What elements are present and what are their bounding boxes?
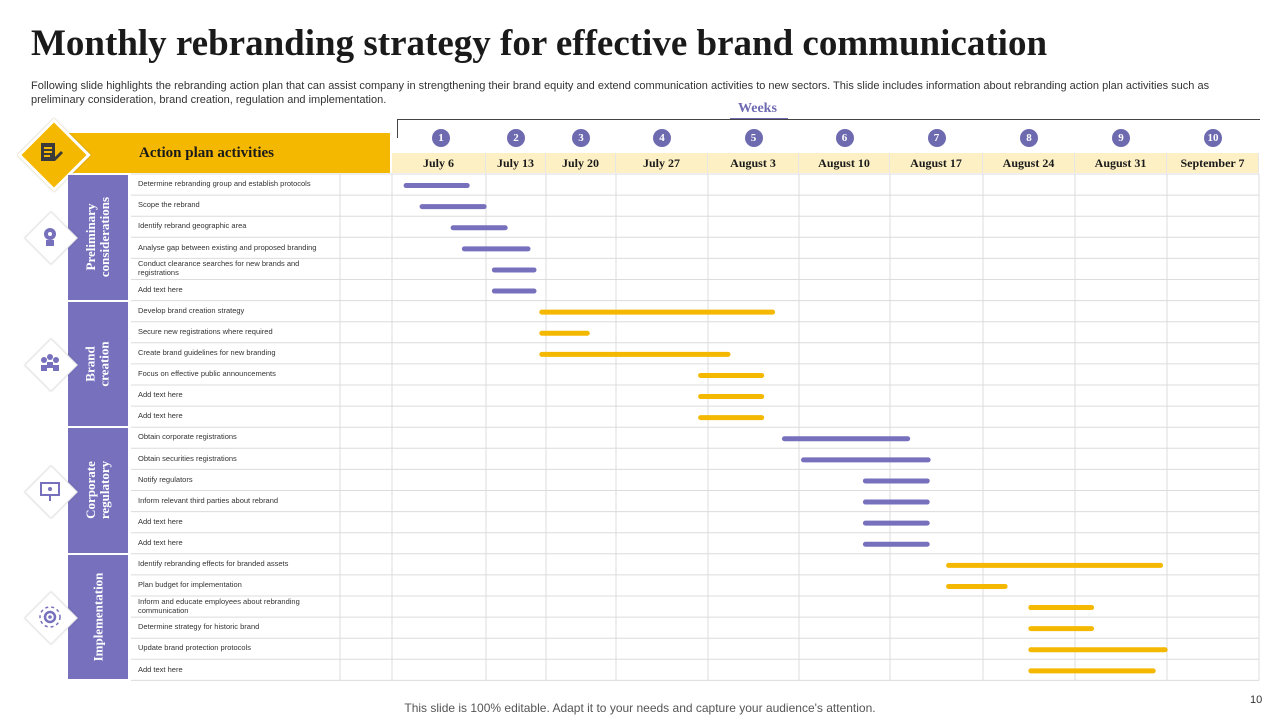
gear-network-icon	[39, 606, 61, 628]
weeks-bracket	[397, 119, 1260, 138]
date-header-5: August 3	[708, 153, 799, 173]
date-header-7: August 17	[890, 153, 983, 173]
week-number-7: 7	[927, 129, 946, 147]
team-icon	[41, 353, 59, 371]
group-label: Implementation	[90, 572, 105, 662]
week-number-2: 2	[507, 129, 525, 147]
task-label: Add text here	[138, 411, 183, 421]
week-number-6: 6	[835, 129, 854, 147]
footer-note: This slide is 100% editable. Adapt it to…	[404, 701, 876, 715]
task-label: Focus on effective public announcements	[138, 369, 276, 379]
presentation-icon	[40, 481, 60, 501]
task-label: Plan budget for implementation	[138, 580, 242, 590]
date-header-3: July 20	[546, 153, 616, 173]
date-header-4: July 27	[616, 153, 708, 173]
head-gear-icon	[44, 228, 56, 247]
task-list-icon	[41, 143, 63, 161]
task-label: Notify regulators	[138, 474, 193, 484]
week-number-3: 3	[572, 129, 590, 147]
weeks-axis-label: Weeks	[738, 101, 777, 116]
task-label: Conduct clearance searches for new brand…	[138, 259, 300, 277]
task-label: Analyse gap between existing and propose…	[138, 242, 317, 252]
week-number-9: 9	[1112, 129, 1130, 147]
task-label: Inform and educate employees about rebra…	[138, 597, 300, 615]
task-label: Update brand protection protocols	[138, 643, 251, 653]
date-header-6: August 10	[799, 153, 890, 173]
week-number-8: 8	[1020, 129, 1038, 147]
page-subtitle: Following slide highlights the rebrandin…	[31, 80, 1210, 106]
group-label: Brand creation	[83, 341, 112, 387]
date-header-10: September 7	[1167, 153, 1259, 173]
task-label: Inform relevant third parties about rebr…	[138, 495, 279, 505]
task-label: Obtain corporate registrations	[138, 432, 237, 442]
week-number-10: 10	[1204, 129, 1222, 147]
task-label: Identify rebranding effects for branded …	[138, 559, 289, 569]
task-label: Add text here	[138, 664, 183, 674]
group-box-1: Preliminary considerations	[68, 175, 128, 300]
task-label: Add text here	[138, 537, 183, 547]
group-box-2: Brand creation	[68, 301, 128, 427]
week-number-4: 4	[653, 129, 671, 147]
date-header-1: July 6	[392, 153, 486, 173]
task-label: Identify rebrand geographic area	[138, 221, 247, 231]
task-label: Develop brand creation strategy	[138, 305, 245, 315]
action-plan-header-label: Action plan activities	[139, 145, 274, 161]
date-header-2: July 13	[486, 153, 546, 173]
task-label: Add text here	[138, 284, 183, 294]
page-number: 10	[1250, 694, 1263, 706]
group-label: Corporate regulatory	[83, 461, 112, 520]
task-label: Create brand guidelines for new branding	[138, 348, 276, 358]
task-label: Determine strategy for historic brand	[138, 622, 260, 632]
group-box-3: Corporate regulatory	[68, 428, 128, 553]
date-header-9: August 31	[1075, 153, 1167, 173]
task-label: Obtain securities registrations	[138, 453, 237, 463]
task-label: Add text here	[138, 516, 183, 526]
task-label: Determine rebranding group and establish…	[138, 179, 311, 189]
group-box-4: Implementation	[68, 554, 128, 680]
week-number-5: 5	[744, 129, 763, 147]
group-label: Preliminary considerations	[83, 197, 113, 278]
week-number-1: 1	[432, 129, 450, 147]
task-label: Scope the rebrand	[138, 200, 200, 210]
task-label: Secure new registrations where required	[138, 326, 273, 336]
page-title: Monthly rebranding strategy for effectiv…	[31, 23, 1048, 64]
action-plan-header	[55, 133, 390, 173]
task-label: Add text here	[138, 390, 183, 400]
date-header-8: August 24	[983, 153, 1075, 173]
